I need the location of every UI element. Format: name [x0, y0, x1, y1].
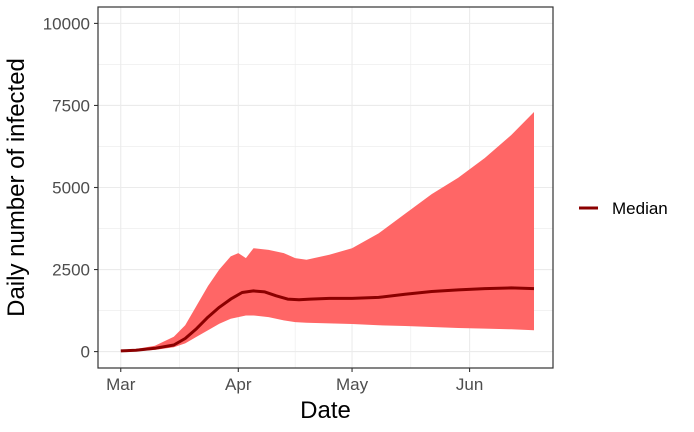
- y-tick-label: 5000: [52, 179, 90, 198]
- median-line: [120, 286, 535, 353]
- y-tick-label: 2500: [52, 261, 90, 280]
- x-tick-label: Apr: [225, 375, 252, 394]
- x-tick-label: May: [336, 375, 369, 394]
- y-axis-title: Daily number of infected: [3, 58, 30, 317]
- x-tick-label: Mar: [106, 375, 136, 394]
- x-axis-ticks: Mar Apr May Jun: [106, 368, 483, 394]
- y-tick-label: 10000: [43, 14, 90, 33]
- x-tick-label: Jun: [456, 375, 483, 394]
- x-axis-title: Date: [300, 397, 351, 424]
- y-axis-ticks: 0 2500 5000 7500 10000: [43, 14, 98, 362]
- y-tick-label: 0: [81, 343, 90, 362]
- legend-label-median: Median: [612, 199, 668, 218]
- y-tick-label: 7500: [52, 96, 90, 115]
- legend: Median: [579, 199, 668, 218]
